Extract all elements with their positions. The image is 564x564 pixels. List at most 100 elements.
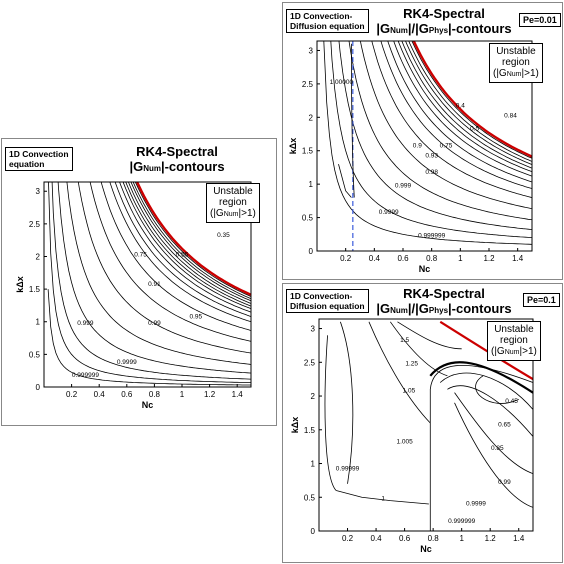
- contour-label: 1: [381, 496, 385, 503]
- contour-label: 0.93: [425, 152, 438, 159]
- y-tick-label: 0: [309, 247, 314, 256]
- plot-title-quantity: |GNum|-contours: [129, 159, 225, 174]
- contour-line: [48, 182, 251, 384]
- y-tick-label: 3: [36, 187, 41, 196]
- contour-label: 1.005: [396, 438, 413, 445]
- contour-line: [405, 41, 532, 165]
- plot-title-scheme: RK4-Spectral: [136, 144, 218, 159]
- contour-line: [401, 41, 532, 169]
- unstable-region-label: Unstable region (|GNum|>1): [206, 183, 260, 223]
- contour-line: [114, 182, 251, 317]
- contour-line: [125, 182, 251, 307]
- x-tick-label: 0.6: [399, 534, 411, 543]
- contour-label: 0.9999: [466, 500, 486, 507]
- contour-label: 1.25: [405, 361, 418, 368]
- y-tick-label: 0.5: [304, 493, 316, 502]
- y-tick-label: 0: [36, 383, 41, 392]
- contour-label: 0.45: [505, 398, 518, 405]
- x-tick-label: 0.4: [94, 390, 106, 399]
- stability-boundary-line: [439, 320, 533, 381]
- contour-line: [324, 335, 337, 491]
- contour-label: 1.00000: [330, 79, 354, 86]
- contour-line: [397, 321, 462, 350]
- y-tick-label: 2: [311, 392, 316, 401]
- plot-title-scheme: RK4-Spectral: [403, 286, 485, 301]
- contour-line: [368, 321, 431, 424]
- contour-line: [132, 182, 251, 300]
- contour-group: [324, 320, 533, 531]
- contour-line: [330, 41, 532, 239]
- y-tick-label: 0.5: [302, 214, 314, 223]
- chart-panel-pe-0.01: 0.999999 0.9999 0.999 0.98 0.93 0.75 0.9 0.5 0.4…: [282, 2, 563, 280]
- contour-label: 0.95: [189, 313, 202, 320]
- contour-line: [475, 375, 519, 404]
- x-axis-label: Nc: [419, 264, 431, 274]
- contour-line: [411, 41, 532, 159]
- contour-line: [447, 385, 533, 437]
- x-tick-label: 0.4: [371, 534, 383, 543]
- x-tick-label: 1.4: [512, 254, 524, 263]
- contour-label: 0.99: [498, 479, 511, 486]
- y-axis-label: kΔx: [15, 276, 25, 292]
- contour-group: [323, 41, 532, 251]
- peclet-number-badge: Pe=0.1: [523, 293, 560, 307]
- x-tick-label: 0.8: [149, 390, 161, 399]
- contour-plot-convection: 0.999999 0.9999 0.999 0.99 0.95 0.91 0.75 0.55 0…: [15, 181, 252, 410]
- contour-label: 0.999999: [72, 372, 99, 379]
- y-tick-label: 1.5: [29, 285, 41, 294]
- contour-line: [439, 372, 533, 410]
- x-tick-label: 0.8: [428, 534, 440, 543]
- y-tick-label: 1.5: [302, 147, 314, 156]
- contour-label: 0.98: [425, 169, 438, 176]
- contour-plot-pe-0.1: 1.5 1.25 1.05 1.005 1 0.9999 0.999999 0.99999 0.…: [290, 318, 534, 554]
- x-axis-label: Nc: [142, 400, 154, 410]
- contour-label: 0.999: [395, 182, 412, 189]
- y-axis-label: kΔx: [290, 417, 300, 433]
- contour-line: [454, 402, 533, 508]
- unstable-region-label: Unstable region (|GNum|>1): [489, 43, 543, 83]
- y-tick-label: 2: [36, 252, 41, 261]
- contour-line: [57, 182, 251, 374]
- contour-line: [127, 182, 251, 304]
- contour-label: 0.999999: [448, 518, 475, 525]
- x-tick-label: 1.4: [232, 390, 244, 399]
- y-tick-label: 1: [309, 180, 314, 189]
- contour-line: [122, 182, 251, 310]
- x-axis-label: Nc: [420, 544, 432, 554]
- chart-panel-pe-0.1: 1.5 1.25 1.05 1.005 1 0.9999 0.999999 0.99999 0.…: [282, 283, 563, 563]
- contour-label: 0.999: [77, 320, 94, 327]
- contour-line: [338, 163, 352, 198]
- x-tick-label: 0.6: [397, 254, 409, 263]
- contour-label: 0.9999: [117, 359, 137, 366]
- contour-label: 0.9: [413, 142, 422, 149]
- peclet-number-badge: Pe=0.01: [519, 13, 561, 27]
- y-tick-label: 1.5: [304, 426, 316, 435]
- contour-line: [47, 289, 251, 386]
- x-tick-label: 1.2: [204, 390, 216, 399]
- contour-plot-pe-0.01: 0.999999 0.9999 0.999 0.98 0.930.75 0.9 0.5 0.4…: [288, 40, 533, 274]
- contour-line: [348, 41, 532, 221]
- contour-label: 0.99999: [336, 465, 360, 472]
- contour-line: [393, 41, 532, 177]
- chart-panel-convection: 0.999999 0.9999 0.999 0.99 0.95 0.91 0.75 0.55 0…: [1, 138, 277, 426]
- y-tick-label: 2.5: [29, 220, 41, 229]
- contour-label: 0.4: [456, 102, 465, 109]
- contour-line: [109, 182, 251, 323]
- plot-title-quantity: |GNum|/|GPhys|-contours: [376, 301, 512, 316]
- x-tick-label: 0.2: [342, 534, 354, 543]
- plot-title-scheme: RK4-Spectral: [403, 6, 485, 21]
- contour-label: 0.75: [134, 251, 147, 258]
- contour-line: [338, 41, 532, 231]
- y-tick-label: 2.5: [304, 358, 316, 367]
- contour-line: [429, 364, 533, 531]
- plot-title: RK4-Spectral |GNum|-contours: [102, 144, 252, 176]
- y-tick-label: 1: [36, 318, 41, 327]
- contour-line: [89, 182, 251, 342]
- y-tick-label: 2.5: [302, 80, 314, 89]
- y-tick-label: 0: [311, 527, 316, 536]
- x-tick-label: 1: [180, 390, 185, 399]
- contour-label: 1.05: [403, 388, 416, 395]
- y-tick-label: 1: [311, 460, 316, 469]
- contour-line: [359, 41, 532, 210]
- x-tick-label: 1: [458, 254, 463, 263]
